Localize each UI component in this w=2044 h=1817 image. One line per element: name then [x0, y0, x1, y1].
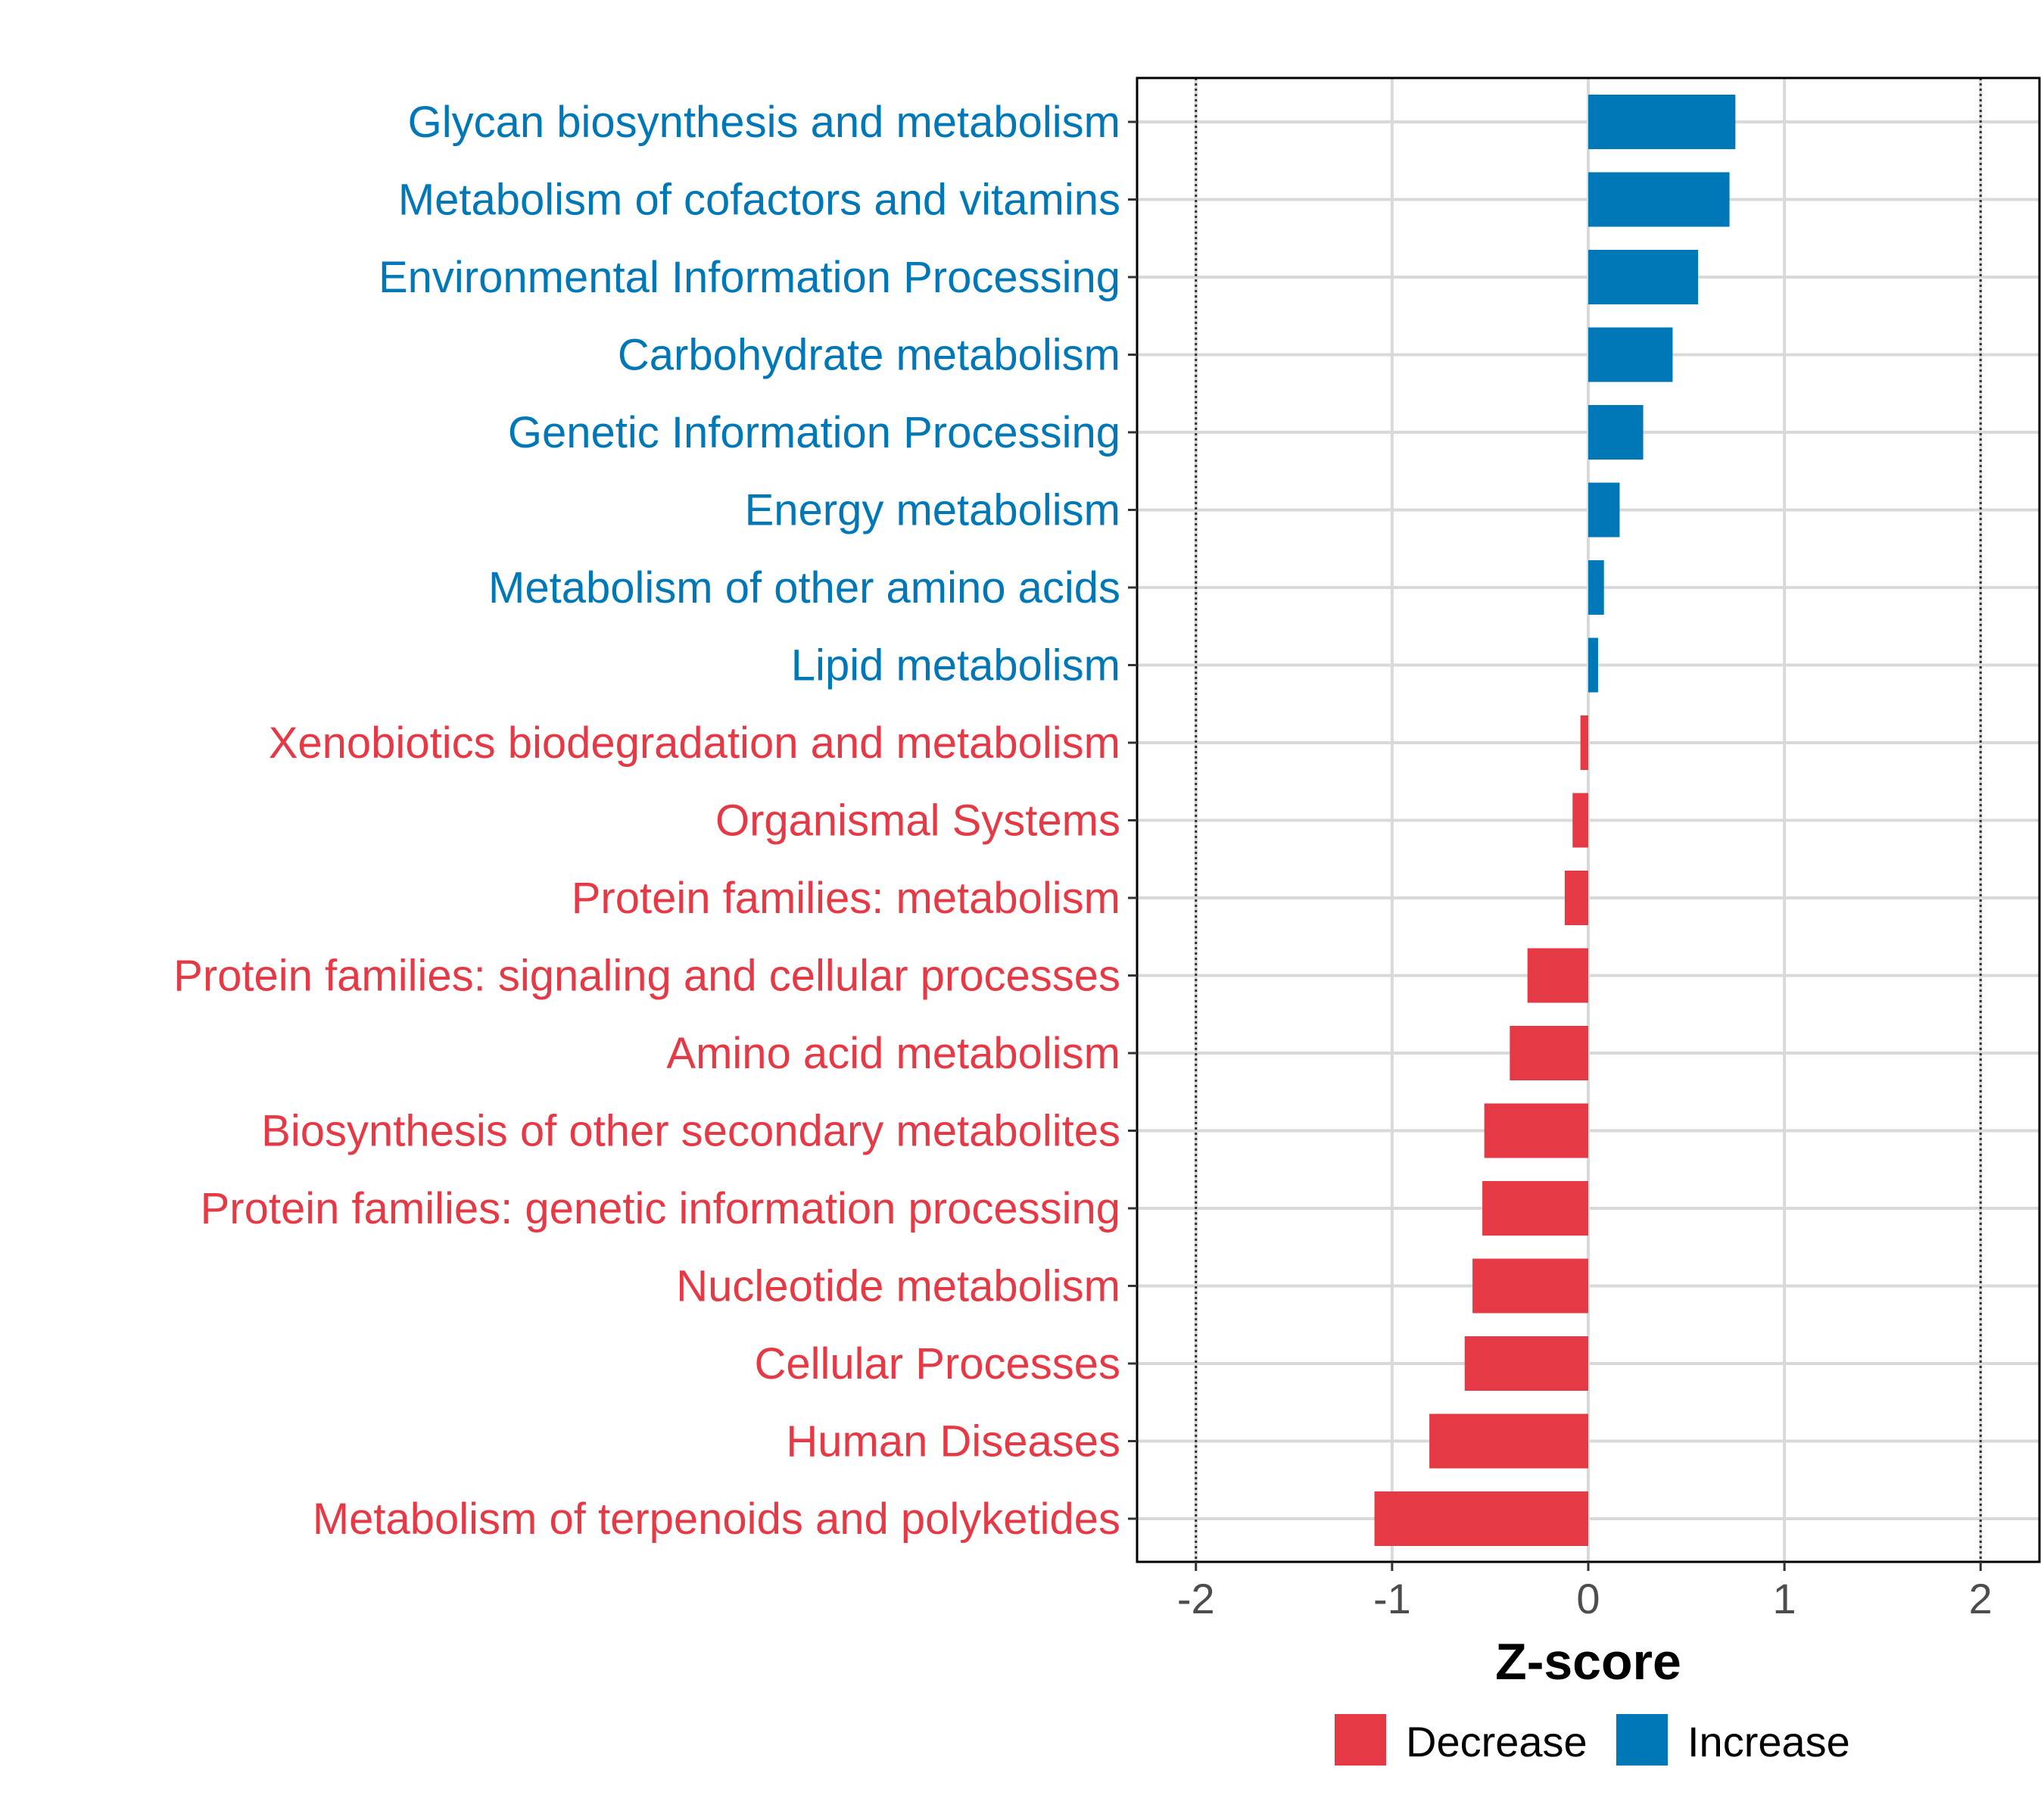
x-axis-title: Z-score: [1495, 1633, 1681, 1691]
bar: [1588, 327, 1673, 382]
category-label: Cellular Processes: [754, 1339, 1120, 1388]
bar: [1374, 1491, 1588, 1546]
category-label: Metabolism of terpenoids and polyketides: [313, 1494, 1120, 1544]
x-tick-label: 2: [1969, 1575, 1993, 1622]
legend-label: Decrease: [1406, 1718, 1588, 1766]
category-label: Xenobiotics biodegradation and metabolis…: [269, 718, 1120, 768]
x-tick-label: -2: [1177, 1575, 1215, 1622]
category-label: Genetic Information Processing: [508, 408, 1120, 457]
x-axis-ticks: -2 -1 0 1 2: [1177, 1562, 1993, 1622]
bar: [1510, 1026, 1588, 1080]
category-label: Biosynthesis of other secondary metaboli…: [261, 1107, 1120, 1156]
category-labels: Glycan biosynthesis and metabolism Metabo…: [173, 98, 1137, 1544]
category-label: Protein families: signaling and cellular…: [173, 952, 1120, 1001]
category-label: Organismal Systems: [715, 796, 1120, 846]
bar: [1572, 793, 1588, 848]
category-label: Protein families: genetic information pr…: [201, 1184, 1120, 1233]
reference-lines: [1195, 78, 1982, 1562]
x-tick-label: -1: [1373, 1575, 1411, 1622]
legend: Decrease Increase: [1335, 1714, 1850, 1766]
bars: [1374, 95, 1736, 1546]
legend-swatch: [1335, 1714, 1386, 1766]
category-label: Metabolism of other amino acids: [488, 563, 1120, 612]
legend-label: Increase: [1687, 1718, 1850, 1766]
category-label: Glycan biosynthesis and metabolism: [408, 98, 1120, 147]
category-label: Amino acid metabolism: [666, 1029, 1120, 1078]
category-label: Lipid metabolism: [791, 641, 1120, 690]
bar: [1588, 95, 1736, 149]
category-label: Nucleotide metabolism: [676, 1262, 1120, 1311]
legend-swatch: [1616, 1714, 1668, 1766]
bar: [1472, 1258, 1588, 1314]
category-label: Protein families: metabolism: [572, 874, 1120, 923]
category-label: Carbohydrate metabolism: [618, 331, 1120, 380]
bar: [1564, 871, 1588, 925]
bar: [1588, 482, 1620, 538]
bar: [1527, 948, 1588, 1003]
x-tick-label: 1: [1773, 1575, 1796, 1622]
bar: [1464, 1336, 1588, 1391]
x-tick-label: 0: [1576, 1575, 1600, 1622]
bar: [1588, 172, 1730, 227]
category-label: Human Diseases: [786, 1417, 1120, 1466]
bar: [1429, 1413, 1588, 1469]
category-label: Energy metabolism: [745, 486, 1120, 535]
category-label: Environmental Information Processing: [379, 253, 1120, 302]
bar: [1588, 405, 1644, 460]
bar: [1482, 1181, 1588, 1236]
category-label: Metabolism of cofactors and vitamins: [398, 176, 1120, 225]
bar: [1484, 1103, 1588, 1158]
bar: [1580, 715, 1588, 770]
bar: [1588, 250, 1699, 304]
bar: [1588, 560, 1604, 615]
bar: [1588, 637, 1598, 693]
